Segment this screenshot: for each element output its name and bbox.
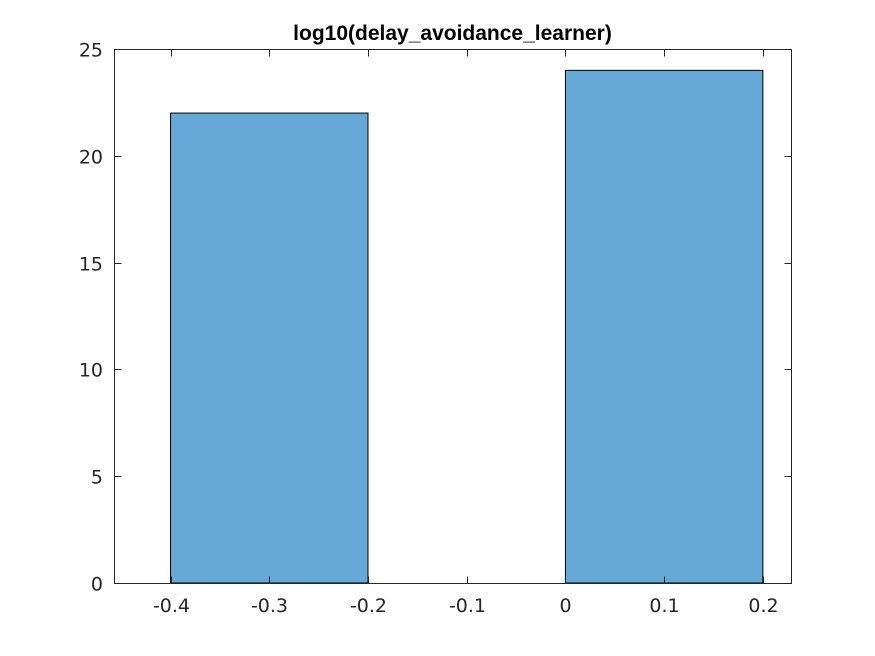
y-tick-label: 0	[91, 574, 103, 596]
axes-box	[114, 49, 792, 584]
x-tick-label: -0.4	[153, 595, 190, 617]
x-tick-label: 0.1	[649, 595, 679, 617]
y-tick-label: 25	[79, 40, 103, 62]
y-tick-label: 5	[91, 467, 103, 489]
x-tick-label: -0.1	[449, 595, 486, 617]
y-tick-label: 20	[79, 147, 103, 169]
x-tick-label: -0.2	[350, 595, 387, 617]
plot-area: -0.4 -0.3 -0.2 -0.1 0 0.1 0.2 0 5 10 15 20 25	[79, 40, 792, 617]
chart-title: log10(delay_avoidance_learner)	[293, 22, 612, 45]
histogram-bar	[170, 112, 369, 584]
x-tick-label: 0.2	[748, 595, 778, 617]
histogram-bar	[564, 69, 764, 584]
y-tick-label: 10	[79, 360, 103, 382]
x-tick-label: -0.3	[251, 595, 288, 617]
y-tick-label: 15	[79, 254, 103, 276]
x-tick-label: 0	[559, 595, 571, 617]
